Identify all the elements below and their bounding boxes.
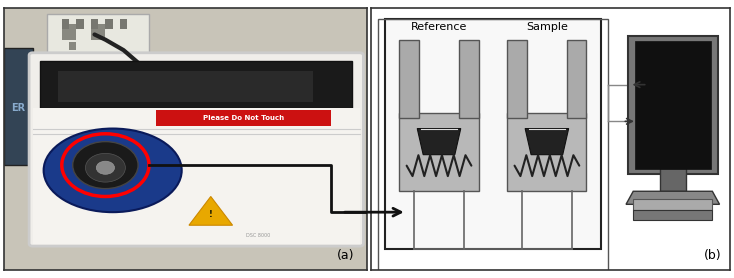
Bar [567,40,586,118]
Bar [399,40,419,118]
Circle shape [73,142,138,189]
Bar [91,19,98,29]
Circle shape [96,161,115,174]
Polygon shape [189,197,233,225]
Bar [62,24,76,40]
Bar [507,40,527,118]
Bar [106,19,113,29]
Bar [507,113,586,191]
Polygon shape [525,128,569,155]
Text: Sample: Sample [526,22,568,32]
Bar [4,48,33,165]
Bar [399,113,479,191]
Bar [633,210,712,220]
Bar [58,71,313,102]
Bar [635,41,711,169]
Text: (b): (b) [703,249,722,262]
Text: ER: ER [11,103,25,113]
FancyBboxPatch shape [29,53,363,246]
Bar [378,19,608,275]
Bar [76,19,84,29]
Text: Reference: Reference [411,22,468,32]
Bar [47,14,149,55]
Bar [459,40,479,118]
Text: Please Do Not Touch: Please Do Not Touch [203,115,284,121]
Polygon shape [626,191,719,204]
Bar [660,168,686,191]
Bar [69,42,76,50]
Bar [120,19,127,29]
Bar [156,110,330,126]
Circle shape [85,153,126,182]
Bar [33,108,360,244]
Bar [40,61,352,108]
Bar [91,24,106,40]
Bar [633,199,712,210]
Text: DSC 8000: DSC 8000 [246,233,270,238]
Polygon shape [417,128,461,155]
Bar [62,19,69,29]
Text: !: ! [209,210,213,219]
Ellipse shape [43,128,182,212]
Text: (a): (a) [336,249,354,262]
Bar [385,19,601,249]
FancyBboxPatch shape [628,36,718,174]
